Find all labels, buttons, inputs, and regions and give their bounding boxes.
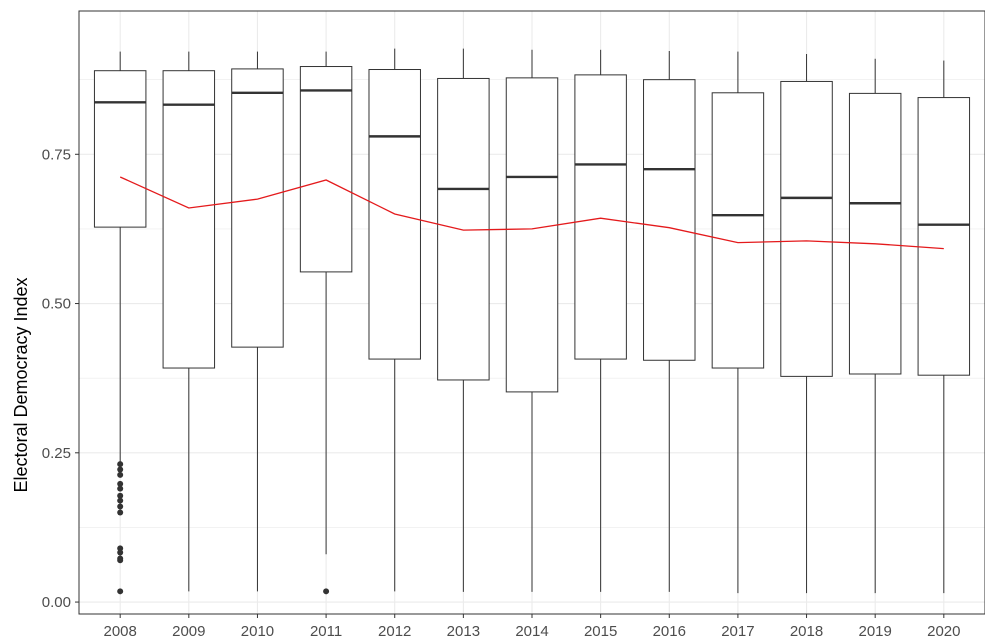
box-2019 [848,58,902,594]
outlier-point [117,549,124,556]
y-axis-title: Electoral Democracy Index [11,277,31,492]
iqr-box [711,92,765,369]
y-tick-label: 0.25 [42,445,71,462]
x-tick-label: 2017 [721,623,754,637]
box-2020 [917,60,971,594]
x-tick-label: 2012 [378,623,411,637]
iqr-box [574,74,627,360]
outlier-point [117,492,124,499]
box-2009 [162,51,216,592]
outlier-point [117,509,124,516]
x-tick-label: 2011 [310,623,342,637]
x-tick-label: 2016 [653,623,686,637]
box-2018 [780,53,833,594]
outlier-point [117,485,124,492]
box-2017 [711,51,765,594]
outlier-point [117,471,124,478]
y-tick-label: 0.50 [42,296,71,313]
outlier-point [117,466,124,473]
x-tick-label: 2013 [447,623,480,637]
x-tick-label: 2020 [927,623,960,637]
x-tick-label: 2018 [790,623,823,637]
iqr-box [93,70,147,228]
mean-line-layer [119,176,944,250]
mean-line [119,176,944,250]
x-tick-label: 2015 [584,623,617,637]
box-2011 [299,51,353,595]
x-tick-label: 2010 [241,623,274,637]
x-tick-label: 2008 [103,623,136,637]
iqr-box [780,80,833,377]
iqr-box [848,92,902,375]
outlier-point [117,503,124,510]
outlier-point [117,545,124,552]
box-2013 [437,48,490,592]
iqr-box [505,77,559,393]
iqr-box [162,70,216,369]
iqr-box [917,97,971,376]
outlier-point [117,497,124,504]
box-plots [93,48,971,595]
outlier-point [117,461,124,468]
x-axis: 2008 2009 2010 2011 2012 2013 2014 2015 2016 2017… [103,614,961,637]
box-2010 [231,51,284,592]
iqr-box [643,79,696,361]
iqr-box [299,66,353,273]
y-tick-label: 0.00 [42,594,71,611]
outlier-point [323,588,330,595]
box-2008 [93,51,147,595]
box-2015 [574,49,627,592]
y-tick-label: 0.75 [42,146,71,163]
outlier-point [117,588,124,595]
box-2016 [643,51,696,592]
x-tick-label: 2009 [172,623,205,637]
box-2014 [505,49,559,592]
y-axis: 0.00 0.25 0.50 0.75 [42,146,79,611]
x-tick-label: 2014 [515,623,548,637]
iqr-box [231,68,284,348]
outlier-point [117,480,124,487]
x-tick-label: 2019 [858,623,891,637]
box-2012 [368,48,421,592]
outlier-point [117,557,124,564]
